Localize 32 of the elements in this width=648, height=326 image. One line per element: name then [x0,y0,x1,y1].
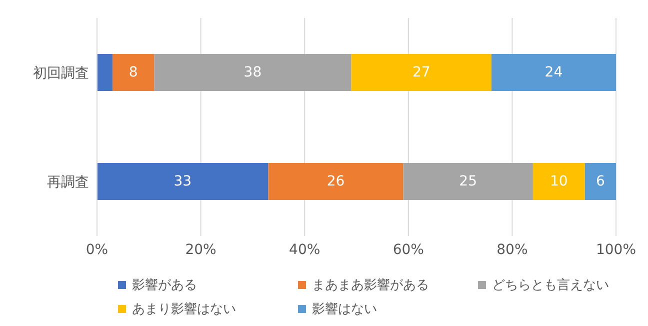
x-tick-label: 40% [289,242,320,258]
legend-label: 影響がある [132,277,197,294]
bar [97,162,268,200]
data-label: 10 [550,173,568,190]
bar [491,54,616,91]
bar [268,162,404,200]
x-tick-label: 60% [392,242,424,258]
data-label: 25 [459,173,477,190]
x-tick-label: 0% [86,242,108,258]
data-label: 24 [544,64,563,80]
bar [112,54,154,91]
legend-label: まあまあ影響がある [312,277,429,294]
data-label: 26 [326,173,345,190]
x-tick-label: 80% [496,242,528,258]
y-tick-label: 初回調査 [33,65,89,82]
data-label: 38 [244,64,262,80]
bar [403,162,533,200]
x-tick-label: 20% [185,242,216,258]
bar [97,54,113,91]
data-label: 33 [174,173,192,190]
data-label: 8 [128,64,138,80]
data-label: 27 [412,64,430,80]
x-tick-label: 100% [596,242,636,258]
y-tick-label: 再調査 [47,174,89,190]
bar [351,54,492,91]
bar [584,162,616,200]
legend-label: どちらとも言えない [492,277,609,294]
legend-label: あまり影響はない [132,301,236,318]
bar [532,162,585,200]
legend-label: 影響はない [312,301,377,318]
bar [154,54,352,91]
data-label: 6 [596,173,605,190]
